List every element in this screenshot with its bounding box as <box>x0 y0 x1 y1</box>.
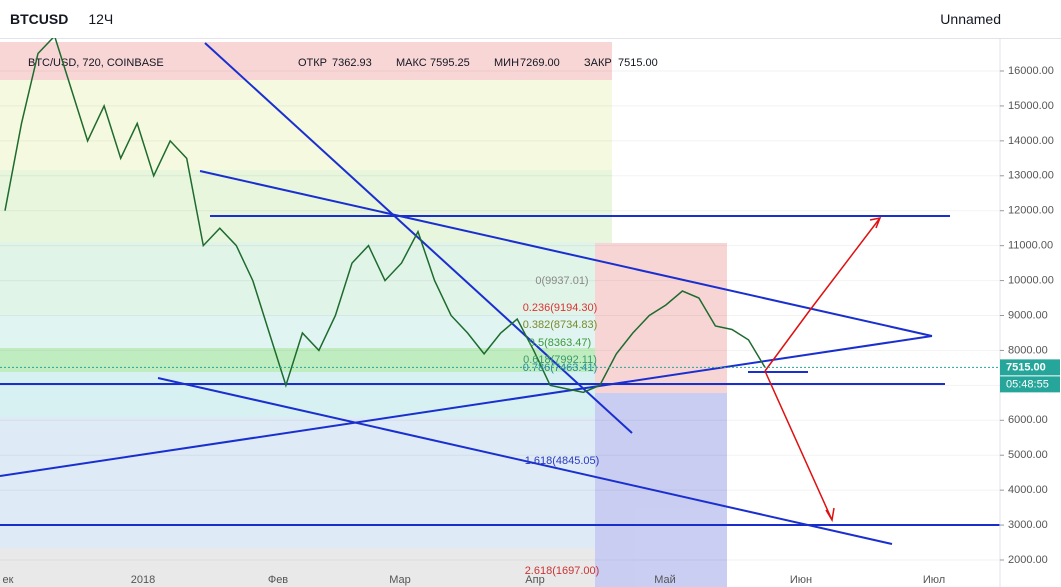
time-label: Мар <box>389 574 411 586</box>
fib-label: 0.5(8363.47) <box>529 337 591 349</box>
legend-value: 7595.25 <box>430 57 470 69</box>
legend-value: 7515.00 <box>618 57 658 69</box>
fib-label: 1.618(4845.05) <box>525 455 600 467</box>
time-label: Апр <box>525 574 544 586</box>
fib-label: 0.786(7463.41) <box>523 362 598 374</box>
fib-label: 0(9937.01) <box>535 275 588 287</box>
y-tick-label: 13000.00 <box>1008 170 1054 182</box>
y-tick-label: 9000.00 <box>1008 309 1048 321</box>
legend-key: ОТКР <box>298 57 327 69</box>
y-tick-label: 2000.00 <box>1008 554 1048 566</box>
fib-label: 2.618(1697.00) <box>525 565 600 577</box>
y-tick-label: 5000.00 <box>1008 449 1048 461</box>
timer: 05:48:55 <box>1006 378 1049 390</box>
legend-value: 7269.00 <box>520 57 560 69</box>
layout-name[interactable]: Unnamed <box>940 11 1001 27</box>
chart: BTC/USD, 720, COINBASE ОТКР 7362.93 МАКС 759… <box>0 38 1060 587</box>
legend-name: BTC/USD, 720, COINBASE <box>28 57 164 69</box>
legend-value: 7362.93 <box>332 57 372 69</box>
y-tick-label: 15000.00 <box>1008 100 1054 112</box>
legend-key: ЗАКР <box>584 57 612 69</box>
trend-lines <box>0 42 1000 545</box>
last-price-label: 7515.00 <box>1006 361 1046 373</box>
last-price-box <box>1000 359 1060 376</box>
y-tick-label: 4000.00 <box>1008 484 1048 496</box>
interval[interactable]: 12Ч <box>88 11 114 27</box>
toolbar: BTCUSD 12Ч Unnamed <box>0 0 1061 39</box>
time-label: ек <box>3 574 14 586</box>
timer-box <box>1000 376 1060 393</box>
fib-label: 0.236(9194.30) <box>523 302 598 314</box>
forecast-arrows <box>764 216 882 523</box>
price-line <box>4 38 766 394</box>
y-tick-label: 3000.00 <box>1008 519 1048 531</box>
y-tick-label: 6000.00 <box>1008 414 1048 426</box>
y-tick-label: 16000.00 <box>1008 65 1054 77</box>
time-label: Июл <box>923 574 945 586</box>
y-tick-label: 12000.00 <box>1008 205 1054 217</box>
fib-zones <box>0 42 727 587</box>
y-tick-label: 10000.00 <box>1008 274 1054 286</box>
time-label: Май <box>654 574 676 586</box>
time-label: 2018 <box>131 574 155 586</box>
legend-key: МИН <box>494 57 519 69</box>
y-tick-label: 8000.00 <box>1008 344 1048 356</box>
symbol[interactable]: BTCUSD <box>10 11 69 27</box>
y-tick-label: 14000.00 <box>1008 135 1054 147</box>
time-label: Июн <box>790 574 812 586</box>
fib-label: 0.382(8734.83) <box>523 319 598 331</box>
fib-label: 0.618(7992.11) <box>523 354 597 366</box>
time-label: Фев <box>268 574 288 586</box>
legend-key: МАКС <box>396 57 427 69</box>
y-tick-label: 11000.00 <box>1008 240 1053 252</box>
